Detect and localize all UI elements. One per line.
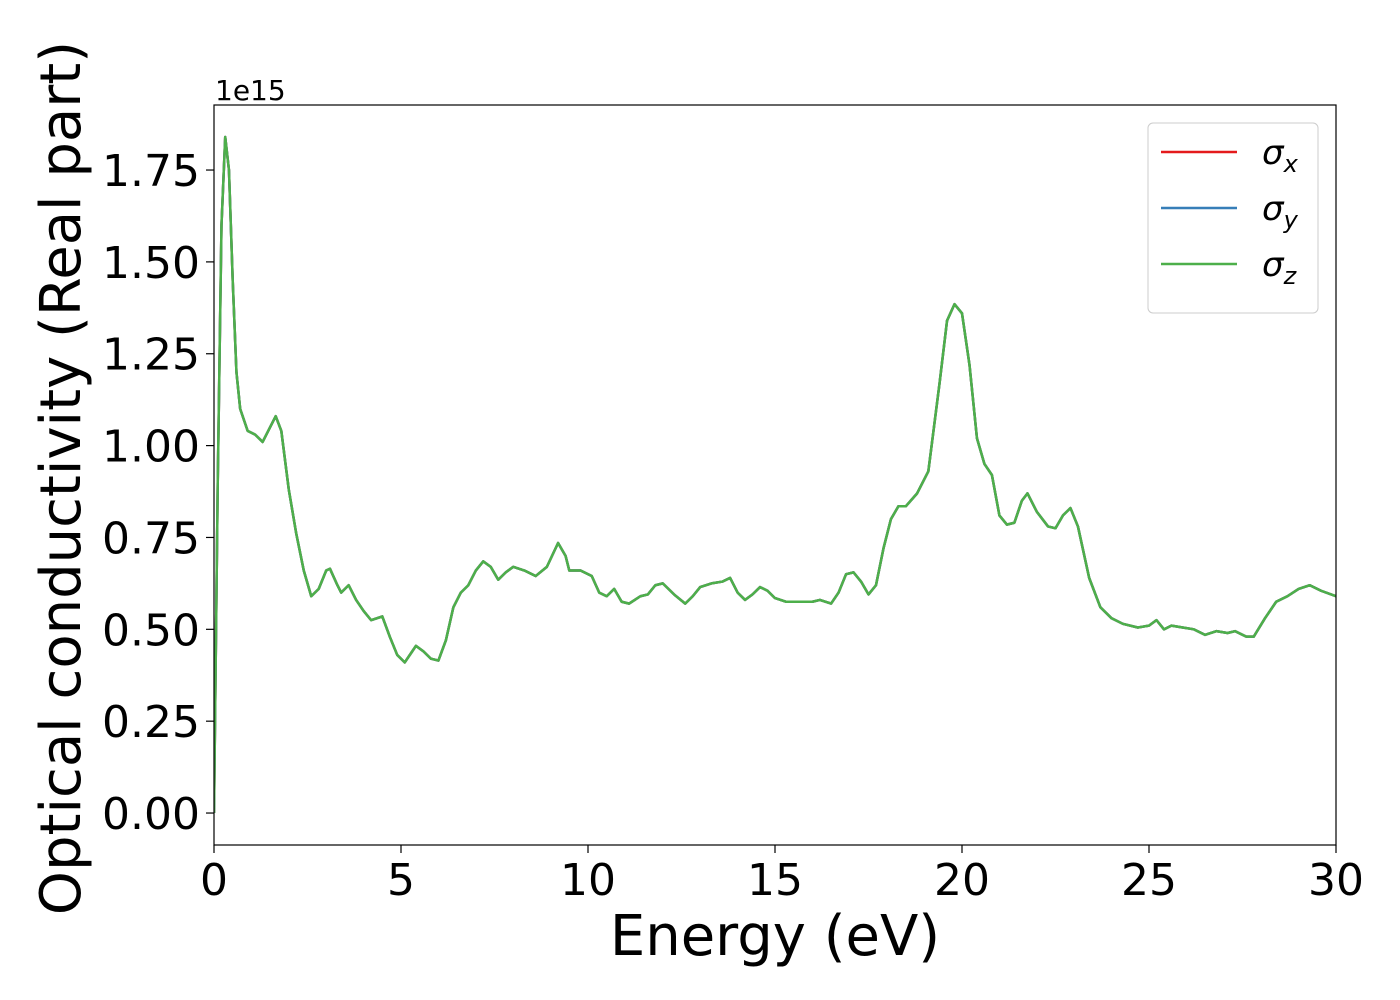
x-tick-label: 10 <box>560 855 616 906</box>
legend-label: σz <box>1262 245 1298 290</box>
y-tick-label: 0.75 <box>102 513 200 564</box>
x-tick-label: 0 <box>200 855 228 906</box>
x-tick-label: 5 <box>387 855 415 906</box>
y-tick-label: 0.00 <box>102 789 200 840</box>
y-tick-label: 1.50 <box>102 238 200 289</box>
y-tick-label: 1.75 <box>102 146 200 197</box>
legend-label: σy <box>1262 189 1299 234</box>
legend-label: σx <box>1262 133 1299 178</box>
x-tick-label: 20 <box>934 855 990 906</box>
y-tick-label: 1.25 <box>102 330 200 381</box>
y-tick-label: 1.00 <box>102 422 200 473</box>
y-tick-label: 0.50 <box>102 605 200 656</box>
y-offset-label: 1e15 <box>215 74 286 107</box>
series-line <box>214 135 1336 814</box>
legend-box <box>1147 122 1319 314</box>
y-tick-label: 0.25 <box>102 697 200 748</box>
plot-frame <box>213 104 1337 846</box>
x-axis-label: Energy (eV) <box>610 904 940 969</box>
x-tick-label: 25 <box>1121 855 1177 906</box>
x-tick-label: 30 <box>1308 855 1364 906</box>
x-tick-label: 15 <box>747 855 803 906</box>
y-axis-label: Optical conductivity (Real part) <box>29 41 94 915</box>
